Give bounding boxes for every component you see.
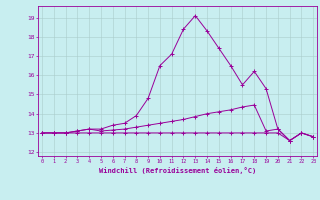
X-axis label: Windchill (Refroidissement éolien,°C): Windchill (Refroidissement éolien,°C) bbox=[99, 167, 256, 174]
